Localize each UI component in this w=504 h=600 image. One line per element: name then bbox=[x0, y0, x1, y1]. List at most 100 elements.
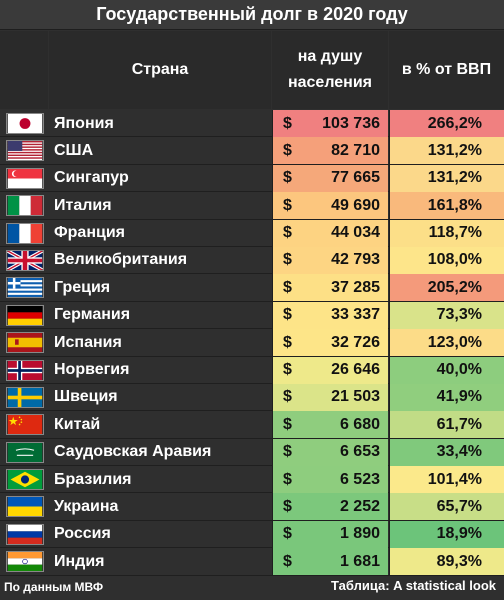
china-flag-icon bbox=[6, 414, 44, 436]
per-capita-cell: $ 33 337 bbox=[272, 301, 388, 329]
gdp-cell: 101,4% bbox=[389, 466, 504, 494]
gdp-cell: 40,0% bbox=[389, 356, 504, 384]
country-name: Саудовская Аравия bbox=[54, 443, 212, 461]
currency-sign: $ bbox=[283, 525, 292, 543]
germany-flag-icon bbox=[6, 304, 44, 326]
gdp-value: 161,8% bbox=[427, 196, 482, 214]
per-capita-cell: $ 6 653 bbox=[272, 438, 388, 466]
per-capita-cell: $ 6 680 bbox=[272, 411, 388, 439]
table-body: Япония $ 103 736 266,2% США $ 82 710 131… bbox=[0, 110, 504, 576]
per-capita-value: 33 337 bbox=[331, 306, 380, 324]
gdp-cell: 73,3% bbox=[389, 301, 504, 329]
gdp-cell: 33,4% bbox=[389, 438, 504, 466]
per-capita-value: 32 726 bbox=[331, 333, 380, 351]
gdp-cell: 131,2% bbox=[389, 137, 504, 165]
country-name: США bbox=[54, 141, 94, 159]
japan-flag-icon bbox=[6, 113, 44, 134]
country-name: Греция bbox=[54, 278, 111, 296]
gdp-value: 131,2% bbox=[427, 169, 482, 187]
gdp-cell: 18,9% bbox=[389, 520, 504, 548]
header-flag-column bbox=[0, 31, 48, 109]
currency-sign: $ bbox=[283, 415, 292, 433]
header-country: Страна bbox=[49, 31, 271, 109]
saudi-flag-icon bbox=[6, 441, 44, 463]
per-capita-value: 26 646 bbox=[331, 361, 380, 379]
per-capita-cell: $ 82 710 bbox=[272, 137, 388, 165]
currency-sign: $ bbox=[283, 361, 292, 379]
per-capita-value: 1 890 bbox=[339, 525, 380, 543]
gdp-value: 89,3% bbox=[436, 552, 482, 570]
credit-note: Таблица: A statistical look bbox=[331, 578, 496, 593]
per-capita-cell: $ 32 726 bbox=[272, 329, 388, 357]
gdp-value: 131,2% bbox=[427, 141, 482, 159]
per-capita-value: 2 252 bbox=[339, 497, 380, 515]
per-capita-cell: $ 42 793 bbox=[272, 246, 388, 274]
table-row: Китай $ 6 680 61,7% bbox=[0, 411, 504, 439]
gdp-value: 65,7% bbox=[436, 497, 482, 515]
table-row: Норвегия $ 26 646 40,0% bbox=[0, 356, 504, 384]
currency-sign: $ bbox=[283, 388, 292, 406]
gdp-value: 41,9% bbox=[436, 388, 482, 406]
header-per-capita: на душу населения bbox=[272, 31, 388, 109]
france-flag-icon bbox=[6, 222, 44, 244]
table-row: Германия $ 33 337 73,3% bbox=[0, 301, 504, 330]
table-row: Франция $ 44 034 118,7% bbox=[0, 219, 504, 247]
ukraine-flag-icon bbox=[6, 496, 44, 518]
currency-sign: $ bbox=[283, 470, 292, 488]
gdp-cell: 161,8% bbox=[389, 192, 504, 220]
gdp-cell: 266,2% bbox=[389, 110, 504, 137]
per-capita-value: 77 665 bbox=[331, 169, 380, 187]
greece-flag-icon bbox=[6, 277, 44, 299]
gdp-cell: 61,7% bbox=[389, 411, 504, 439]
italy-flag-icon bbox=[6, 195, 44, 217]
currency-sign: $ bbox=[283, 443, 292, 461]
country-name: Индия bbox=[54, 552, 105, 570]
currency-sign: $ bbox=[283, 552, 292, 570]
per-capita-cell: $ 2 252 bbox=[272, 493, 388, 521]
currency-sign: $ bbox=[283, 497, 292, 515]
gdp-cell: 118,7% bbox=[389, 219, 504, 247]
india-flag-icon bbox=[6, 551, 44, 573]
currency-sign: $ bbox=[283, 333, 292, 351]
header-gdp: в % от ВВП bbox=[389, 31, 504, 109]
gdp-cell: 65,7% bbox=[389, 493, 504, 521]
per-capita-cell: $ 21 503 bbox=[272, 383, 388, 411]
per-capita-cell: $ 1 890 bbox=[272, 520, 388, 548]
gdp-value: 266,2% bbox=[427, 114, 482, 132]
gdp-value: 101,4% bbox=[427, 470, 482, 488]
country-name: Норвегия bbox=[54, 361, 130, 379]
sweden-flag-icon bbox=[6, 386, 44, 408]
per-capita-cell: $ 103 736 bbox=[272, 110, 388, 137]
table-row: Греция $ 37 285 205,2% bbox=[0, 274, 504, 302]
gdp-value: 123,0% bbox=[427, 333, 482, 351]
gdp-value: 18,9% bbox=[436, 525, 482, 543]
gdp-cell: 108,0% bbox=[389, 246, 504, 274]
country-name: Россия bbox=[54, 525, 111, 543]
currency-sign: $ bbox=[283, 141, 292, 159]
gdp-cell: 41,9% bbox=[389, 383, 504, 411]
gdp-value: 73,3% bbox=[436, 306, 482, 324]
table-row: Бразилия $ 6 523 101,4% bbox=[0, 466, 504, 494]
per-capita-cell: $ 49 690 bbox=[272, 192, 388, 220]
country-name: Китай bbox=[54, 415, 101, 433]
country-name: Испания bbox=[54, 333, 122, 351]
table-row: Испания $ 32 726 123,0% bbox=[0, 329, 504, 357]
gdp-value: 33,4% bbox=[436, 443, 482, 461]
country-name: Великобритания bbox=[54, 251, 188, 269]
currency-sign: $ bbox=[283, 114, 292, 132]
country-name: Италия bbox=[54, 196, 112, 214]
per-capita-cell: $ 1 681 bbox=[272, 548, 388, 576]
per-capita-value: 42 793 bbox=[331, 251, 380, 269]
per-capita-cell: $ 77 665 bbox=[272, 164, 388, 192]
country-name: Франция bbox=[54, 224, 125, 242]
gdp-cell: 89,3% bbox=[389, 548, 504, 576]
table-row: Саудовская Аравия $ 6 653 33,4% bbox=[0, 438, 504, 467]
currency-sign: $ bbox=[283, 278, 292, 296]
currency-sign: $ bbox=[283, 306, 292, 324]
per-capita-value: 44 034 bbox=[331, 224, 380, 242]
norway-flag-icon bbox=[6, 359, 44, 381]
per-capita-value: 6 653 bbox=[339, 443, 380, 461]
per-capita-value: 6 680 bbox=[339, 415, 380, 433]
gdp-cell: 205,2% bbox=[389, 274, 504, 302]
currency-sign: $ bbox=[283, 224, 292, 242]
